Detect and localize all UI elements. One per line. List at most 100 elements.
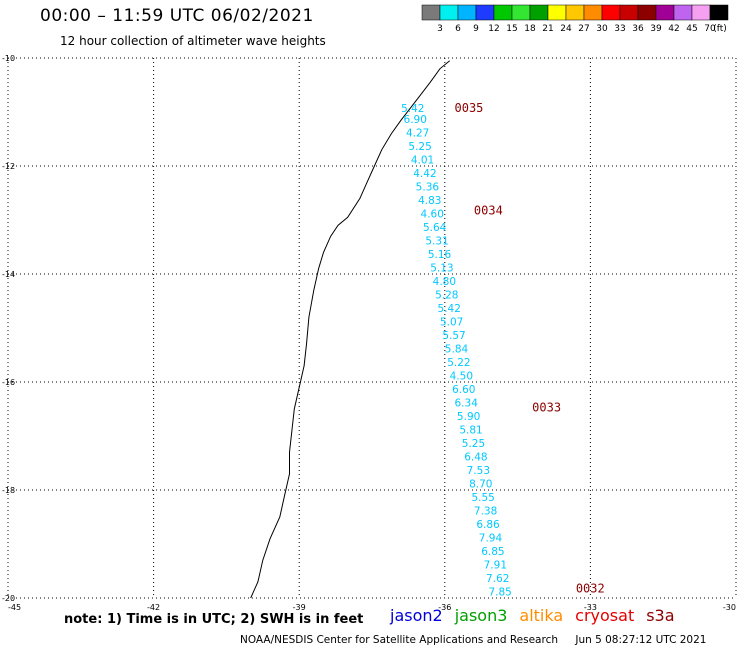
swh-value: 7.85 [488,586,511,598]
colorbar-swatch [475,4,495,21]
colorbar-label: 12 [488,24,499,34]
colorbar-label: 42 [668,24,679,34]
colorbar-label: 18 [524,24,536,34]
swh-value: 5.36 [416,181,440,193]
swh-value: 4.01 [411,154,434,166]
satellite-altika: altika [519,606,564,625]
colorbar-swatch [619,4,639,21]
colorbar-label: 6 [455,24,461,34]
swh-value: 5.42 [438,303,461,315]
lon-tick-label: -30 [723,603,736,612]
swh-value: 6.34 [455,397,479,409]
satellite-s3a: s3a [646,606,675,625]
colorbar-swatch [547,4,567,21]
swh-value: 4.80 [433,276,456,288]
colorbar-unit: (ft) [713,24,727,34]
swh-value: 4.60 [421,208,444,220]
satellite-jason3: jason3 [454,606,508,625]
map-grid [8,58,736,598]
pass-time-label: 0033 [532,401,561,415]
lon-tick-label: -33 [584,603,597,612]
colorbar-label: 9 [473,24,479,34]
footer: NOAA/NESDIS Center for Satellite Applica… [240,634,706,646]
axis-tick-labels: -10 -12 -14 -16 -18 -20-45 -42 -39 -36 -33 -30 [2,54,736,612]
swh-value: 7.94 [479,532,503,544]
swh-value: 4.42 [413,168,436,180]
map-title: 00:00 – 11:59 UTC 06/02/2021 [40,6,314,26]
swh-values: 5.426.904.275.254.014.425.364.834.605.64… [401,103,512,598]
pass-time-label: 0034 [474,204,503,218]
swh-value: 7.53 [467,465,490,477]
swh-value: 4.27 [406,127,429,139]
colorbar-swatch [583,4,603,21]
swh-value: 5.31 [425,235,448,247]
swh-value: 5.64 [423,222,447,234]
swh-value: 5.57 [442,330,465,342]
colorbar-label: 21 [542,24,553,34]
colorbar-swatch [673,4,693,21]
colorbar-swatch [655,4,675,21]
lat-tick-label: -20 [2,594,15,603]
swh-value: 6.48 [464,451,487,463]
swh-value: 5.28 [435,289,458,301]
swh-value: 7.62 [486,573,509,585]
colorbar-label: 39 [650,24,662,34]
lat-tick-label: -14 [2,270,15,279]
colorbar-swatch [691,4,711,21]
colorbar-swatch [493,4,513,21]
lon-tick-label: -39 [293,603,306,612]
swh-value: 5.07 [440,316,463,328]
satellite-legend: jason2 jason3 altika cryosat s3a [390,606,687,625]
lat-tick-label: -18 [2,486,15,495]
colorbar-label: 24 [560,24,572,34]
swh-value: 8.70 [469,478,492,490]
lon-tick-label: -45 [8,603,21,612]
coastline [250,60,451,599]
lon-tick-label: -36 [438,603,451,612]
colorbar-label: 30 [596,24,608,34]
colorbar-label: 3 [437,24,443,34]
pass-time-labels: 0035 0034 0033 0032 [455,101,605,596]
swh-value: 5.84 [445,343,469,355]
pass-time-label: 0032 [576,582,605,596]
colorbar-swatch [439,4,459,21]
colorbar-label: 15 [506,24,517,34]
swh-value: 5.13 [430,262,453,274]
swh-value: 6.90 [404,114,427,126]
swh-value: 4.83 [418,195,441,207]
colorbar-swatch [709,4,729,21]
swh-value: 5.55 [471,492,494,504]
satellite-cryosat: cryosat [575,606,635,625]
colorbar-swatch [637,4,657,21]
colorbar-label: 70 [704,24,716,34]
colorbar-label: 45 [686,24,697,34]
swh-value: 5.16 [428,249,452,261]
swh-value: 6.85 [481,546,504,558]
colorbar-swatch [529,4,549,21]
pass-time-label: 0035 [455,101,484,115]
colorbar-swatch [457,4,477,21]
footer-credit: NOAA/NESDIS Center for Satellite Applica… [240,634,558,646]
swh-value: 7.38 [474,505,497,517]
lat-tick-label: -10 [2,54,15,63]
swh-value: 5.22 [447,357,470,369]
swh-value: 6.86 [476,519,500,531]
colorbar-swatch [421,4,441,21]
colorbar: 3 6 9 12 15 18 21 24 27 30 33 36 39 42 45 70(ft) [421,4,729,34]
swh-value: 6.60 [452,384,475,396]
swh-value: 5.90 [457,411,480,423]
colorbar-label: 36 [632,24,644,34]
coastline-path [250,60,451,599]
swh-value: 7.91 [484,559,507,571]
swh-value: 5.25 [408,141,431,153]
swh-value: 5.25 [462,438,485,450]
lat-tick-label: -16 [2,378,15,387]
swh-value: 5.81 [459,424,482,436]
units-note: note: 1) Time is in UTC; 2) SWH is in fe… [64,612,364,627]
lat-tick-label: -12 [2,162,15,171]
colorbar-label: 33 [614,24,625,34]
footer-timestamp: Jun 5 08:27:12 UTC 2021 [575,634,707,646]
map-frame [7,57,737,599]
colorbar-swatch [511,4,531,21]
